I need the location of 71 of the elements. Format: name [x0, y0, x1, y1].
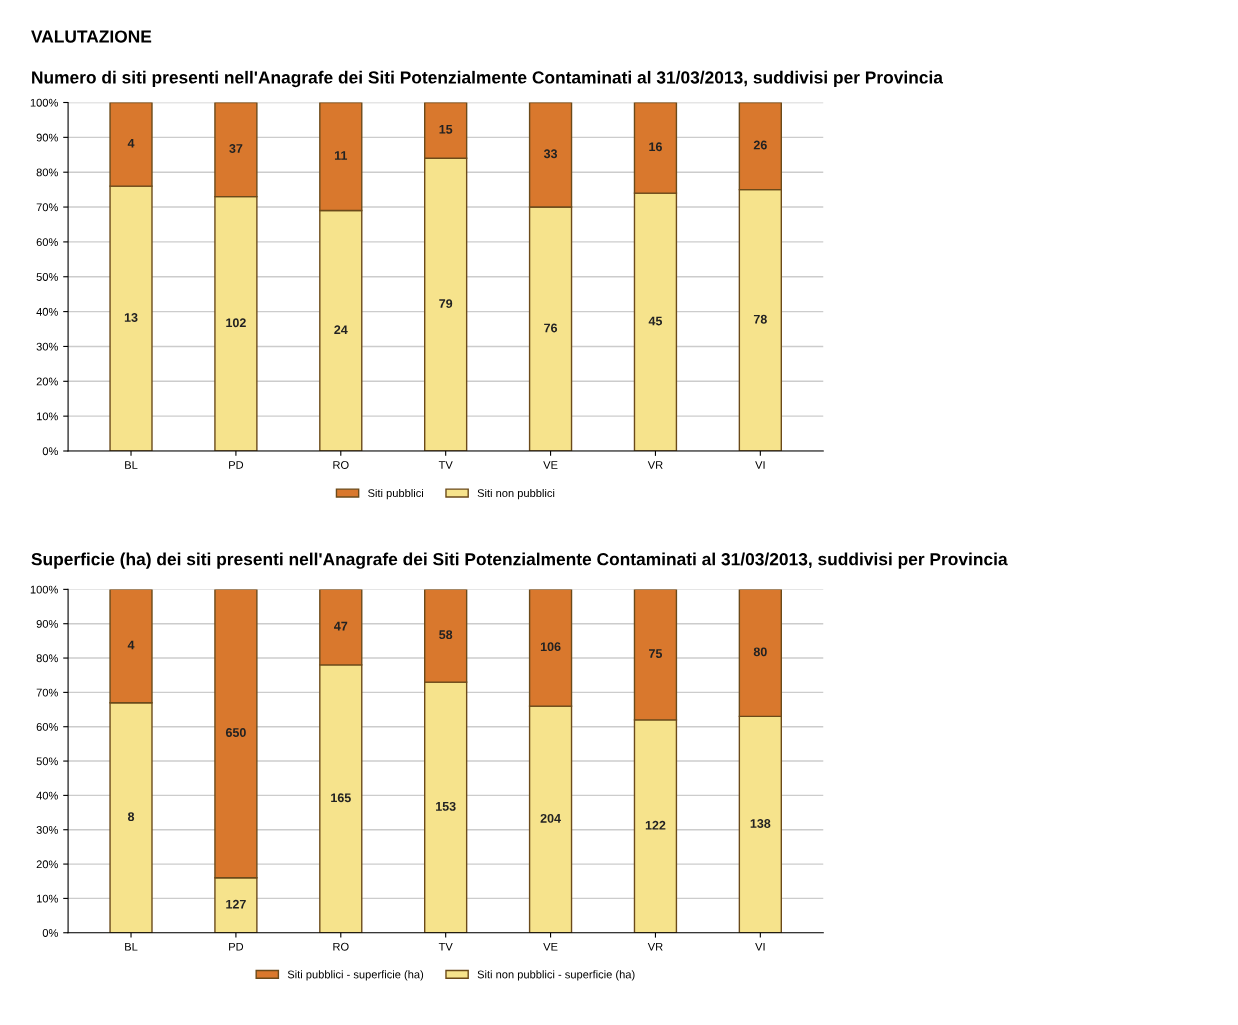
y-tick-label: 40% [36, 791, 58, 800]
annotation: 106 [540, 642, 561, 652]
legend-label: Siti pubblici - superficie (ha) [287, 970, 424, 981]
x-tick-label: RO [333, 461, 349, 469]
x-tick-label: PD [229, 461, 244, 469]
annotation: 650 [225, 728, 246, 737]
chart-title: Superficie (ha) dei siti presenti nell'Anagrafe dei Siti Potenzialmente Contaminati al 31/03/2013, suddivisi per Provincia [31, 552, 1008, 569]
y-tick-label: 50% [36, 273, 58, 281]
x-tick-label: VE [543, 461, 558, 469]
annotation: 37 [229, 144, 243, 153]
legend-label: Siti pubblici [368, 488, 424, 500]
x-tick-label: PD [229, 942, 244, 951]
x-tick-label: VI [755, 461, 765, 469]
annotation: 47 [334, 621, 348, 631]
annotation: 11 [334, 151, 348, 160]
legend-label: Siti non pubblici [477, 488, 555, 500]
y-tick-label: 50% [36, 757, 58, 766]
y-tick-label: 30% [36, 826, 58, 834]
y-tick-label: 60% [36, 722, 58, 731]
y-tick-label: 20% [36, 377, 58, 386]
y-tick-label: 10% [36, 894, 58, 903]
annotation: 58 [439, 630, 453, 640]
annotation: 204 [540, 813, 561, 823]
y-tick-label: 80% [36, 654, 58, 663]
annotation: 78 [753, 314, 767, 324]
y-tick-label: 70% [36, 203, 58, 212]
y-tick-label: 40% [36, 307, 58, 316]
annotation: 122 [645, 820, 666, 830]
annotation: 75 [649, 649, 663, 658]
chart-title: Numero di siti presenti nell'Anagrafe dei Siti Potenzialmente Contaminati al 31/03/2013, suddivisi per Provincia [32, 70, 944, 88]
annotation: 45 [648, 316, 663, 326]
text: VALUTAZIONE [31, 30, 152, 43]
x-tick-label: TV [438, 942, 453, 951]
annotation: 26 [753, 140, 767, 150]
annotation: 24 [334, 325, 348, 334]
y-tick-label: 100% [30, 585, 58, 594]
annotation: 4 [127, 138, 135, 148]
annotation: 102 [226, 318, 246, 328]
annotation: 127 [226, 899, 246, 909]
y-tick-label: 80% [36, 168, 58, 177]
x-tick-label: VI [755, 942, 765, 951]
y-tick-label: 60% [36, 238, 58, 247]
annotation: 4 [127, 640, 135, 650]
x-tick-label: BL [125, 461, 138, 469]
y-tick-label: 90% [36, 619, 58, 628]
y-tick-label: 70% [36, 688, 58, 697]
y-tick-label: 0% [42, 447, 58, 456]
annotation: 153 [436, 801, 456, 811]
annotation: 80 [753, 647, 767, 657]
annotation: 79 [439, 299, 453, 308]
x-tick-label: BL [125, 942, 138, 951]
x-tick-label: TV [438, 461, 453, 469]
x-tick-label: VR [647, 461, 663, 469]
y-tick-label: 10% [36, 412, 58, 421]
annotation: 33 [543, 149, 558, 159]
y-tick-label: 90% [36, 133, 58, 142]
x-tick-label: RO [333, 942, 349, 951]
annotation: 13 [124, 313, 138, 322]
annotation: 15 [439, 125, 453, 134]
y-tick-label: 0% [42, 929, 58, 937]
y-tick-label: 100% [30, 98, 58, 107]
annotation: 165 [331, 793, 351, 803]
y-tick-label: 20% [36, 860, 58, 869]
x-tick-label: VR [647, 942, 663, 951]
annotation: 76 [544, 323, 558, 333]
y-tick-label: 30% [36, 342, 58, 351]
annotation: 16 [649, 142, 662, 152]
legend-label: Siti non pubblici - superficie (ha) [477, 970, 635, 981]
annotation: 138 [750, 819, 771, 828]
x-tick-label: VE [543, 942, 558, 951]
annotation: 8 [127, 812, 135, 822]
